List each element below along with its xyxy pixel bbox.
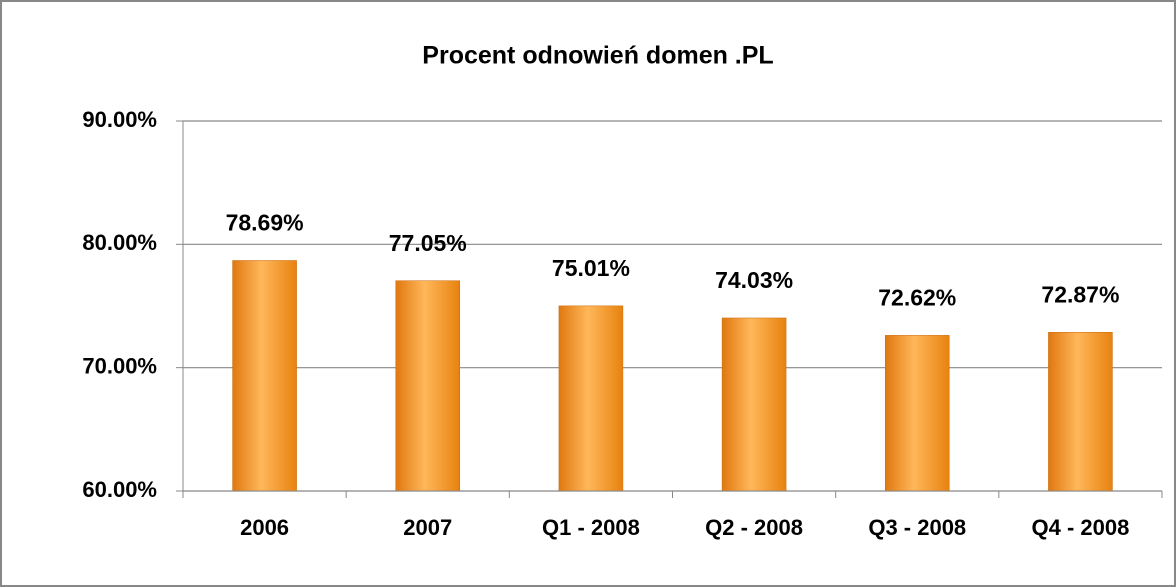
bar [232, 260, 297, 492]
data-label: 72.62% [878, 284, 956, 310]
y-tick-label: 80.00% [82, 230, 157, 255]
x-tick-label: Q4 - 2008 [1031, 515, 1129, 540]
y-tick-label: 90.00% [82, 107, 157, 132]
bar [721, 317, 787, 492]
chart-title: Procent odnowień domen .PL [422, 42, 773, 70]
data-label: 74.03% [715, 267, 793, 293]
bar [395, 280, 460, 492]
data-label: 75.01% [552, 255, 630, 281]
bar [558, 305, 624, 492]
y-tick-label: 70.00% [82, 353, 157, 378]
bar [1048, 332, 1113, 492]
x-tick-label: 2007 [403, 515, 452, 540]
x-tick-label: Q3 - 2008 [868, 515, 966, 540]
x-tick-label: Q1 - 2008 [542, 515, 640, 540]
data-label: 72.87% [1041, 281, 1119, 307]
x-tick-label: 2006 [240, 515, 289, 540]
data-label: 77.05% [389, 230, 467, 256]
y-tick-label: 60.00% [82, 477, 157, 502]
bar [885, 335, 950, 492]
data-label: 78.69% [226, 210, 304, 236]
x-tick-label: Q2 - 2008 [705, 515, 803, 540]
